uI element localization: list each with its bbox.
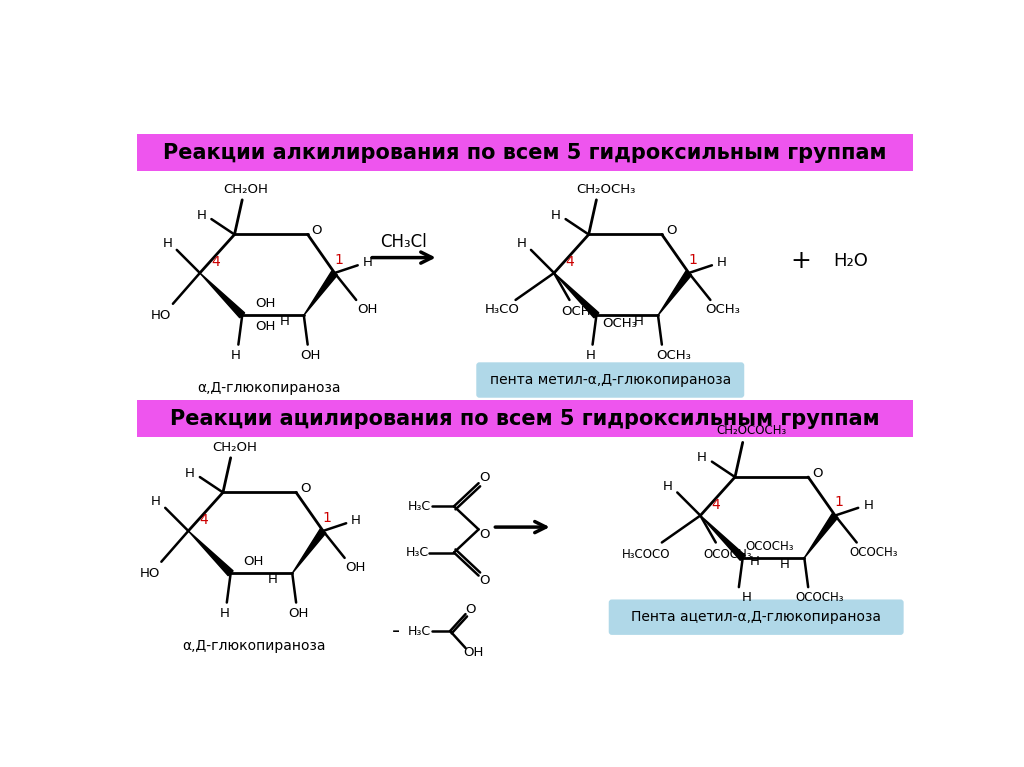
Text: OCH₃: OCH₃ xyxy=(602,317,637,330)
Text: OH: OH xyxy=(255,298,275,311)
Bar xyxy=(137,400,912,437)
Text: O: O xyxy=(466,603,476,616)
Polygon shape xyxy=(700,515,745,561)
Text: 4: 4 xyxy=(712,498,720,512)
Text: H: H xyxy=(231,349,241,362)
Text: пента метил-α,Д-глюкопираноза: пента метил-α,Д-глюкопираноза xyxy=(489,373,731,387)
FancyBboxPatch shape xyxy=(476,362,744,398)
Text: OH: OH xyxy=(300,349,321,362)
Text: H: H xyxy=(219,607,229,620)
Text: H₃C: H₃C xyxy=(407,546,429,559)
FancyBboxPatch shape xyxy=(608,600,903,635)
Text: 4: 4 xyxy=(200,513,208,527)
Text: 4: 4 xyxy=(565,255,573,269)
Text: H: H xyxy=(197,209,207,222)
Polygon shape xyxy=(658,271,691,315)
Text: HO: HO xyxy=(139,567,160,580)
Text: CH₂OCOCH₃: CH₂OCOCH₃ xyxy=(717,424,787,437)
Text: H: H xyxy=(717,256,727,269)
Polygon shape xyxy=(292,529,326,573)
Text: α,Д-глюкопираноза: α,Д-глюкопираноза xyxy=(198,381,341,396)
Text: H: H xyxy=(151,495,161,509)
Text: O: O xyxy=(479,470,490,483)
Text: H: H xyxy=(664,480,673,492)
Text: H₃C: H₃C xyxy=(408,624,431,637)
Text: +: + xyxy=(791,249,811,274)
Text: H: H xyxy=(268,573,278,586)
Text: H₃CO: H₃CO xyxy=(484,304,519,317)
Text: O: O xyxy=(479,574,490,588)
Text: OCOCH₃: OCOCH₃ xyxy=(796,591,844,604)
Text: HO: HO xyxy=(152,309,172,322)
Text: 1: 1 xyxy=(323,511,332,525)
Polygon shape xyxy=(304,271,338,315)
Text: OH: OH xyxy=(288,607,308,620)
Text: OCOCH₃: OCOCH₃ xyxy=(703,548,752,561)
Text: -: - xyxy=(392,621,400,641)
Text: O: O xyxy=(666,224,676,237)
Text: CH₃Cl: CH₃Cl xyxy=(381,233,427,251)
Text: H: H xyxy=(351,515,361,528)
Polygon shape xyxy=(200,273,245,318)
Text: H: H xyxy=(517,237,526,250)
Text: O: O xyxy=(479,528,490,542)
Text: H₃C: H₃C xyxy=(408,500,431,513)
Bar xyxy=(137,134,912,171)
Text: Пента ацетил-α,Д-глюкопираноза: Пента ацетил-α,Д-глюкопираноза xyxy=(631,611,881,624)
Text: H: H xyxy=(280,315,290,328)
Text: OH: OH xyxy=(255,321,275,334)
Text: H: H xyxy=(163,237,172,250)
Text: OCOCH₃: OCOCH₃ xyxy=(849,546,898,559)
Text: H: H xyxy=(634,315,644,328)
Text: Реакции ацилирования по всем 5 гидроксильным группам: Реакции ацилирования по всем 5 гидроксил… xyxy=(170,409,880,429)
Text: α,Д-глюкопираноза: α,Д-глюкопираноза xyxy=(182,640,326,653)
Text: OCOCH₃: OCOCH₃ xyxy=(745,540,794,553)
Text: O: O xyxy=(300,482,310,495)
Text: H: H xyxy=(551,209,560,222)
Text: CH₂OH: CH₂OH xyxy=(223,183,268,196)
Text: 4: 4 xyxy=(211,255,219,269)
Text: OCH₃: OCH₃ xyxy=(706,304,740,317)
Text: 1: 1 xyxy=(835,495,844,509)
Text: O: O xyxy=(311,224,323,237)
Polygon shape xyxy=(804,513,838,558)
Text: OH: OH xyxy=(356,304,377,317)
Text: H: H xyxy=(362,256,373,269)
Text: O: O xyxy=(812,466,822,479)
Text: CH₂OCH₃: CH₂OCH₃ xyxy=(575,183,635,196)
Text: H: H xyxy=(185,466,195,479)
Text: 1: 1 xyxy=(688,253,697,267)
Polygon shape xyxy=(554,273,599,318)
Text: OH: OH xyxy=(463,646,483,659)
Text: H: H xyxy=(741,591,752,604)
Text: CH₂OH: CH₂OH xyxy=(212,441,257,454)
Text: H: H xyxy=(863,499,873,512)
Text: H₂O: H₂O xyxy=(834,252,868,271)
Text: OCH₃: OCH₃ xyxy=(561,305,596,318)
Text: H: H xyxy=(780,558,790,571)
Text: OH: OH xyxy=(244,555,264,568)
Text: H: H xyxy=(697,451,707,464)
Text: 1: 1 xyxy=(334,253,343,267)
Text: Реакции алкилирования по всем 5 гидроксильным группам: Реакции алкилирования по всем 5 гидрокси… xyxy=(163,143,887,163)
Polygon shape xyxy=(188,531,233,576)
Text: OH: OH xyxy=(345,561,366,574)
Text: OCH₃: OCH₃ xyxy=(656,349,691,362)
Text: H: H xyxy=(750,555,759,568)
Text: H₃COCO: H₃COCO xyxy=(623,548,671,561)
Text: H: H xyxy=(586,349,595,362)
